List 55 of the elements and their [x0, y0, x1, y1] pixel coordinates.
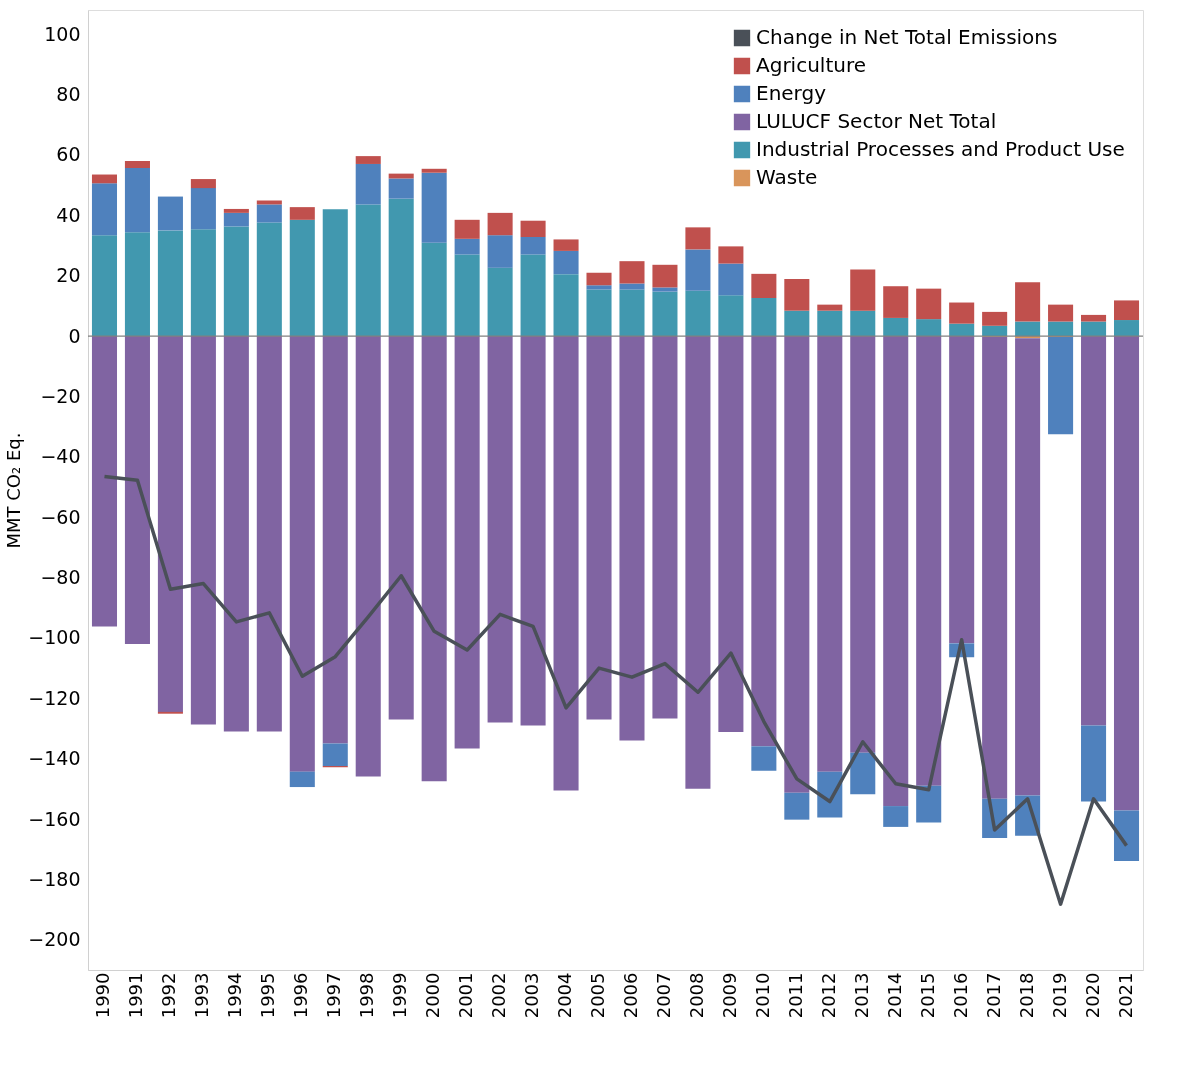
- x-tick-label: 2002: [488, 972, 510, 1019]
- x-tick-label: 2008: [685, 972, 707, 1019]
- x-tick-label: 2007: [652, 972, 674, 1019]
- x-tick-label: 1992: [158, 972, 180, 1019]
- x-tick-label: 2003: [521, 972, 543, 1019]
- legend-label: Change in Net Total Emissions: [756, 25, 1058, 49]
- x-tick-label: 2005: [587, 972, 609, 1019]
- y-tick-label: −200: [28, 928, 81, 951]
- x-tick-label: 2013: [850, 972, 872, 1019]
- x-tick-label: 2020: [1081, 972, 1103, 1019]
- x-tick-label: 1998: [356, 972, 378, 1019]
- x-tick-label: 1993: [191, 972, 213, 1019]
- y-tick-label: −180: [28, 867, 81, 890]
- x-tick-label: 2011: [784, 972, 806, 1019]
- x-tick-label: 1990: [92, 972, 114, 1019]
- x-tick-label: 2015: [916, 972, 938, 1019]
- legend-label: Industrial Processes and Product Use: [756, 137, 1125, 161]
- x-tick-label: 1995: [257, 972, 279, 1019]
- x-tick-label: 2000: [422, 972, 444, 1019]
- legend-label: LULUCF Sector Net Total: [756, 109, 997, 133]
- y-tick-label: −80: [40, 566, 81, 589]
- x-tick-label: 1994: [224, 972, 246, 1019]
- x-tick-label: 1996: [290, 972, 312, 1019]
- x-tick-label: 2018: [1015, 972, 1037, 1019]
- y-tick-label: 40: [56, 203, 81, 226]
- y-tick-label: 100: [44, 22, 81, 45]
- legend-label: Waste: [756, 165, 818, 189]
- y-tick-label: 0: [68, 324, 81, 347]
- x-tick-label: 2004: [554, 972, 576, 1019]
- y-tick-label: −100: [28, 626, 81, 649]
- x-tick-label: 2019: [1048, 972, 1070, 1019]
- legend-label: Agriculture: [756, 53, 866, 77]
- y-axis-title: MMT CO₂ Eq.: [3, 432, 25, 549]
- y-tick-label: 80: [56, 83, 81, 106]
- legend-label: Energy: [756, 81, 827, 105]
- y-tick-label: 60: [56, 143, 81, 166]
- y-tick-label: −60: [40, 505, 81, 528]
- x-tick-label: 1999: [389, 972, 411, 1019]
- y-tick-label: −40: [40, 445, 81, 468]
- y-tick-label: 20: [56, 264, 81, 287]
- x-tick-label: 1991: [125, 972, 147, 1019]
- y-tick-label: −160: [28, 807, 81, 830]
- y-tick-label: −20: [40, 384, 81, 407]
- x-tick-label: 2021: [1114, 972, 1136, 1019]
- x-tick-label: 2012: [817, 972, 839, 1019]
- y-tick-label: −140: [28, 747, 81, 770]
- x-tick-label: 2014: [883, 972, 905, 1019]
- x-tick-label: 2006: [619, 972, 641, 1019]
- x-tick-label: 2001: [455, 972, 477, 1019]
- x-tick-label: 1997: [323, 972, 345, 1019]
- x-tick-label: 2010: [751, 972, 773, 1019]
- y-tick-label: −120: [28, 686, 81, 709]
- x-tick-label: 2009: [718, 972, 740, 1019]
- x-tick-label: 2016: [949, 972, 971, 1019]
- x-tick-label: 2017: [982, 972, 1004, 1019]
